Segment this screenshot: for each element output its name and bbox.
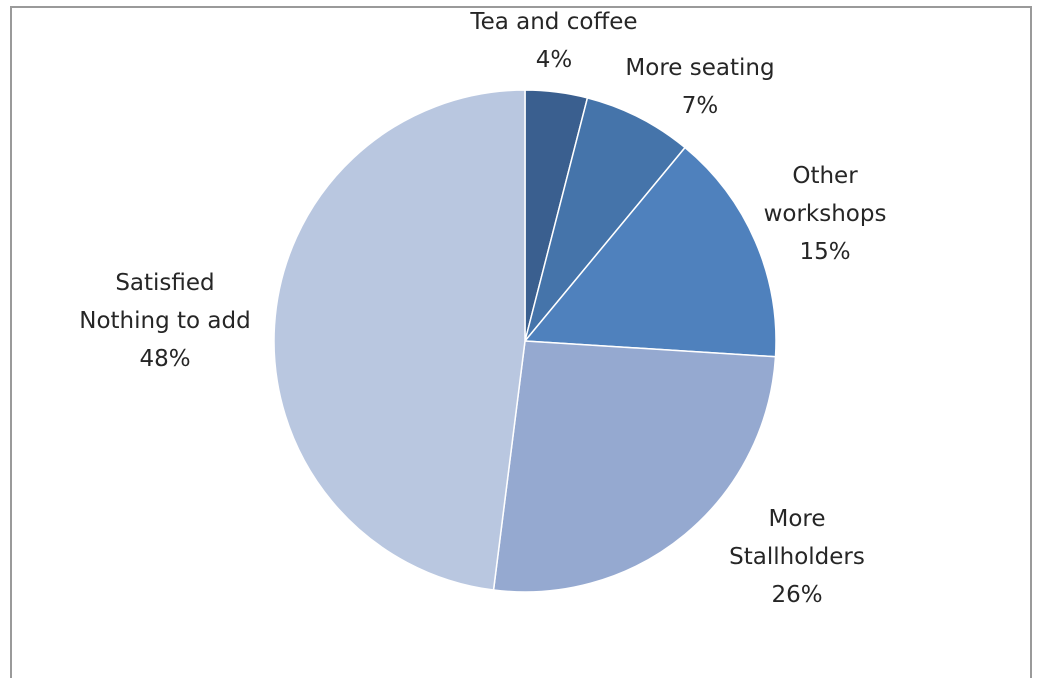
data-label-line: 26% — [771, 582, 822, 608]
data-label-satisfied-nothing-to-add: Satisfied Nothing to add 48% — [79, 270, 250, 372]
data-label-line: 7% — [682, 93, 719, 119]
data-label-line: 48% — [139, 346, 190, 372]
pie-slices — [273, 89, 777, 593]
data-label-more-seating: More seating 7% — [625, 55, 774, 119]
pie-slice-more-seating — [524, 96, 687, 342]
pie-slice-more-stallholders — [492, 340, 777, 593]
data-label-line: Satisfied — [115, 270, 214, 296]
data-label-line: Tea and coffee — [469, 9, 637, 35]
pie-labels: Tea and coffee 4% More seating 7% Other works… — [79, 9, 886, 608]
data-label-line: 4% — [536, 47, 573, 73]
data-label-line: Stallholders — [729, 544, 865, 570]
data-label-line: Other — [792, 163, 858, 189]
data-label-line: More seating — [625, 55, 774, 81]
data-label-line: More — [768, 506, 825, 532]
data-label-other-workshops: Other workshops 15% — [764, 163, 887, 265]
data-label-tea-and-coffee: Tea and coffee 4% — [469, 9, 637, 73]
pie-slice-satisfied-nothing-to-add — [273, 89, 526, 591]
data-label-line: 15% — [799, 239, 850, 265]
data-label-more-stallholders: More Stallholders 26% — [729, 506, 865, 608]
data-label-line: Nothing to add — [79, 308, 250, 334]
data-label-line: workshops — [764, 201, 887, 227]
pie-slice-other-workshops — [523, 146, 777, 358]
